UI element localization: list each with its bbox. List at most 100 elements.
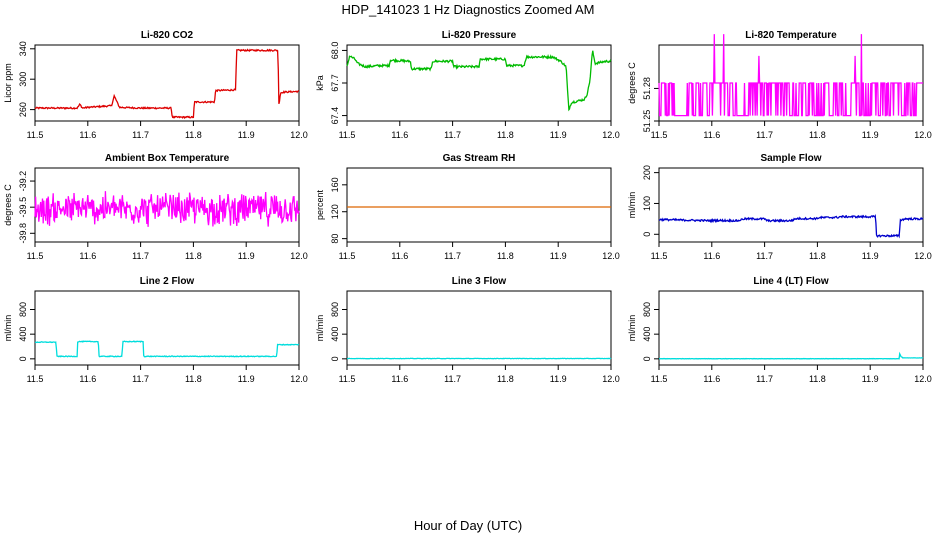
y-tick-label: 100 — [642, 196, 652, 211]
series-line — [658, 214, 924, 239]
y-tick-label: 200 — [642, 165, 652, 180]
plot-frame — [346, 167, 612, 243]
y-tick-label: 0 — [642, 232, 652, 237]
x-tick-label: 12.0 — [290, 130, 308, 140]
x-tick-label: 11.8 — [497, 374, 514, 384]
series-line — [34, 191, 300, 227]
x-tick-label: 12.0 — [290, 251, 308, 261]
x-tick-label: 11.9 — [238, 251, 255, 261]
x-tick-label: 11.7 — [132, 374, 149, 384]
plot-title: Ambient Box Temperature — [105, 153, 230, 164]
x-tick-label: 12.0 — [914, 374, 932, 384]
y-axis-label: kPa — [315, 75, 325, 91]
y-axis-label: degrees C — [627, 62, 637, 104]
x-tick-label: 11.8 — [185, 251, 202, 261]
y-tick-label: 300 — [18, 72, 28, 87]
x-tick-label: 11.8 — [185, 374, 202, 384]
y-tick-label: -39.2 — [18, 171, 28, 192]
y-tick-label: -39.5 — [18, 197, 28, 218]
y-axis-label: Licor ppm — [3, 63, 13, 103]
x-tick-label: 11.5 — [339, 251, 356, 261]
x-tick-label: 11.8 — [497, 130, 514, 140]
y-tick-label: -39.8 — [18, 223, 28, 244]
y-tick-label: 400 — [642, 327, 652, 342]
series-line — [34, 340, 300, 358]
x-tick-label: 11.6 — [79, 130, 96, 140]
x-tick-label: 11.5 — [27, 374, 44, 384]
x-tick-label: 11.6 — [79, 251, 96, 261]
x-tick-label: 12.0 — [914, 130, 932, 140]
y-tick-label: 80 — [330, 234, 340, 244]
x-tick-label: 11.7 — [756, 130, 773, 140]
y-axis-label: ml/min — [315, 315, 325, 342]
series-line — [34, 48, 300, 120]
x-tick-label: 11.7 — [444, 130, 461, 140]
y-tick-label: 67.7 — [330, 74, 340, 92]
x-tick-label: 11.5 — [651, 251, 668, 261]
page-title: HDP_141023 1 Hz Diagnostics Zoomed AM — [341, 2, 595, 17]
x-tick-label: 11.8 — [497, 251, 514, 261]
x-tick-label: 11.9 — [862, 130, 879, 140]
x-tick-label: 11.5 — [27, 130, 44, 140]
y-tick-label: 160 — [330, 177, 340, 192]
y-tick-label: 400 — [18, 327, 28, 342]
y-axis-label: ml/min — [627, 192, 637, 219]
plot-frame — [34, 290, 300, 366]
y-axis-label: ml/min — [3, 315, 13, 342]
plot-title: Li-820 Temperature — [745, 30, 837, 41]
x-tick-label: 11.5 — [651, 374, 668, 384]
y-tick-label: 67.4 — [330, 107, 340, 125]
x-tick-label: 11.6 — [703, 130, 720, 140]
y-tick-label: 400 — [330, 327, 340, 342]
y-tick-label: 800 — [330, 302, 340, 317]
x-tick-label: 12.0 — [602, 251, 620, 261]
plot-title: Sample Flow — [760, 153, 821, 164]
x-tick-label: 11.7 — [444, 374, 461, 384]
y-axis-label: percent — [315, 189, 325, 220]
x-tick-label: 11.7 — [132, 130, 149, 140]
x-tick-label: 11.8 — [809, 251, 826, 261]
x-tick-label: 11.9 — [238, 130, 255, 140]
y-tick-label: 51.28 — [642, 77, 652, 100]
x-tick-label: 11.6 — [391, 130, 408, 140]
y-axis-label: degrees C — [3, 184, 13, 226]
x-tick-label: 11.9 — [550, 374, 567, 384]
x-tick-label: 12.0 — [602, 130, 620, 140]
x-tick-label: 11.6 — [391, 251, 408, 261]
x-tick-label: 11.6 — [79, 374, 96, 384]
y-tick-label: 0 — [330, 356, 340, 361]
plot-frame — [34, 44, 300, 122]
plot-frame — [658, 290, 924, 366]
plot-frame — [346, 44, 612, 122]
y-tick-label: 0 — [642, 356, 652, 361]
plot-title: Line 3 Flow — [452, 276, 507, 287]
series-line — [346, 50, 612, 112]
plot-title: Line 2 Flow — [140, 276, 195, 287]
plot-title: Gas Stream RH — [443, 153, 516, 164]
x-tick-label: 11.7 — [756, 251, 773, 261]
series-line — [659, 351, 924, 360]
x-tick-label: 11.6 — [703, 251, 720, 261]
y-tick-label: 68.0 — [330, 42, 340, 60]
plot-frame — [346, 290, 612, 366]
x-tick-label: 11.9 — [550, 130, 567, 140]
y-tick-label: 800 — [642, 302, 652, 317]
x-tick-label: 11.9 — [862, 251, 879, 261]
x-tick-label: 11.6 — [391, 374, 408, 384]
x-tick-label: 11.7 — [444, 251, 461, 261]
x-tick-label: 11.8 — [809, 374, 826, 384]
plot-title: Li-820 CO2 — [141, 30, 194, 41]
y-tick-label: 260 — [18, 102, 28, 117]
x-tick-label: 11.7 — [132, 251, 149, 261]
x-tick-label: 11.6 — [703, 374, 720, 384]
x-tick-label: 12.0 — [914, 251, 932, 261]
plot-title: Line 4 (LT) Flow — [753, 276, 829, 287]
plot-title: Li-820 Pressure — [442, 30, 517, 41]
y-tick-label: 51.25 — [642, 110, 652, 133]
y-tick-label: 120 — [330, 204, 340, 219]
y-axis-label: ml/min — [627, 315, 637, 342]
y-tick-label: 340 — [18, 41, 28, 56]
series-line — [658, 34, 923, 117]
x-tick-label: 11.8 — [809, 130, 826, 140]
